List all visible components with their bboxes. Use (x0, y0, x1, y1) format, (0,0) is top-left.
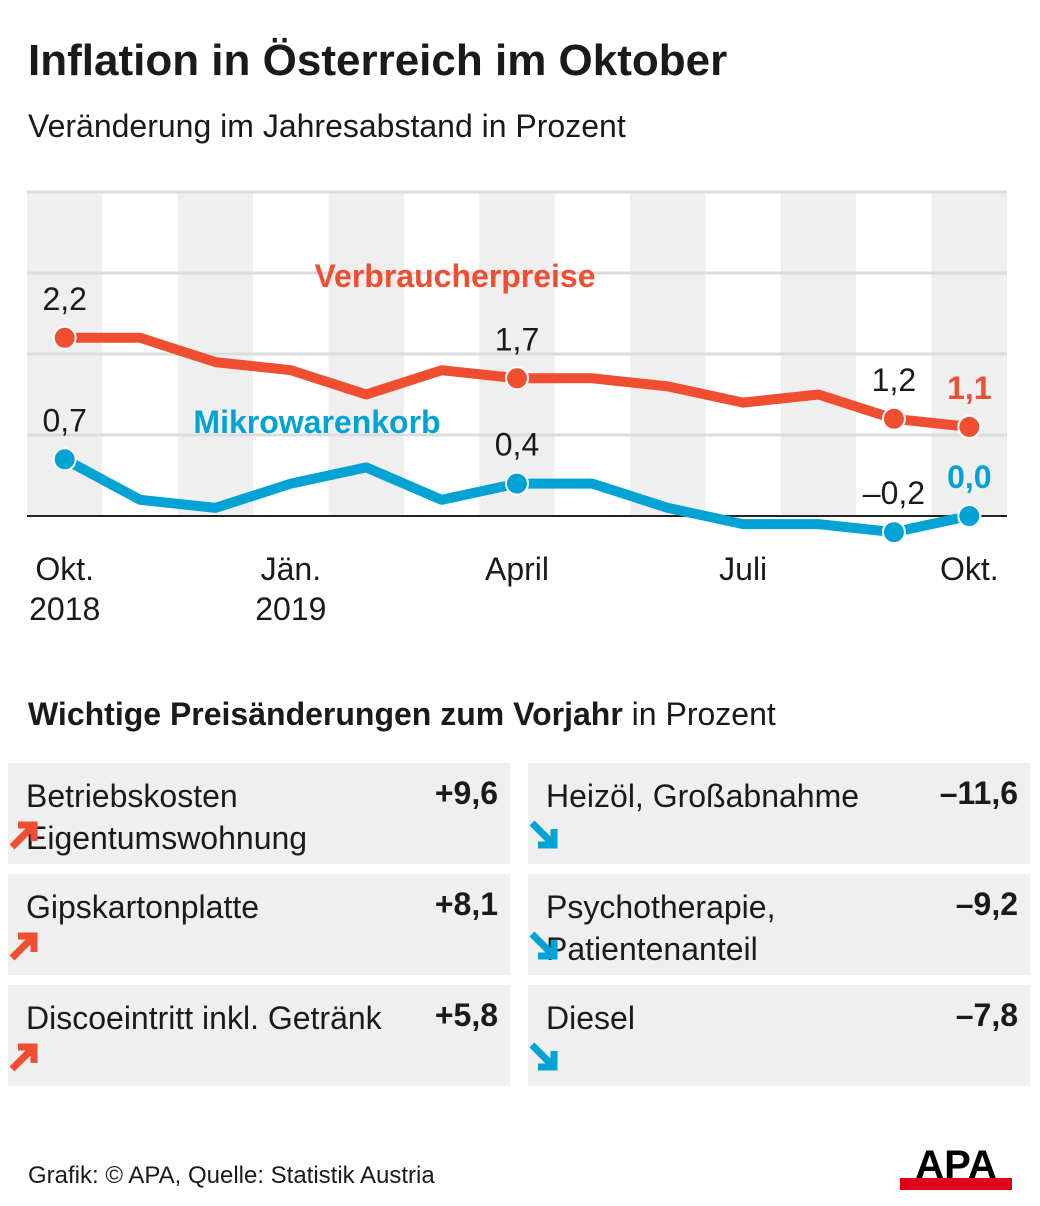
section-heading-bold: Wichtige Preisänderungen zum Vorjahr (28, 696, 623, 732)
x-tick-label: Okt. (940, 551, 999, 587)
item-label: Gipskartonplatte (26, 889, 260, 925)
legend-label: Mikrowarenkorb (193, 404, 440, 440)
price-change-item: Heizöl, Großabnahme –11,6 (528, 763, 1030, 864)
data-label: 1,2 (872, 362, 916, 398)
price-change-item: Psychotherapie, Patientenanteil –9,2 (528, 874, 1030, 975)
data-point (957, 414, 982, 439)
item-value: –9,2 (955, 886, 1018, 922)
item-label: Heizöl, Großabnahme (546, 778, 860, 814)
source-footer: Grafik: © APA, Quelle: Statistik Austria (28, 1162, 435, 1189)
arrow-down-right-icon (529, 931, 558, 960)
data-label: 1,1 (947, 370, 991, 406)
data-label: –0,2 (863, 475, 925, 511)
data-point (881, 520, 906, 545)
subtitle: Veränderung im Jahresabstand in Prozent (28, 108, 626, 144)
data-point (957, 504, 982, 528)
section-heading: Wichtige Preisänderungen zum Vorjahr in … (28, 696, 776, 733)
data-point (52, 325, 77, 350)
arrow-down-right-icon (529, 820, 558, 849)
item-label: Discoeintritt inkl. Getränk (26, 1000, 382, 1036)
legend-label: Verbraucherpreise (314, 258, 595, 294)
item-value: –7,8 (955, 997, 1018, 1033)
data-label: 1,7 (495, 321, 539, 357)
data-point (505, 471, 529, 496)
arrow-up-right-icon (9, 1043, 38, 1072)
price-change-item: Gipskartonplatte +8,1 (8, 874, 510, 975)
data-label: 0,7 (42, 402, 86, 438)
item-value: +8,1 (434, 886, 498, 922)
price-change-item: Diesel –7,8 (528, 985, 1030, 1086)
x-tick-label: 2019 (255, 591, 326, 627)
data-point (505, 366, 529, 391)
price-change-item: Discoeintritt inkl. Getränk +5,8 (8, 985, 510, 1086)
item-value: –11,6 (939, 775, 1018, 811)
arrow-down-right-icon (529, 1042, 558, 1071)
section-heading-rest: in Prozent (622, 696, 776, 732)
x-tick-label: 2018 (29, 591, 100, 627)
arrow-up-right-icon (9, 821, 38, 850)
price-change-item: Betriebskosten Eigentumswohnung +9,6 (8, 763, 510, 864)
data-label: 2,2 (42, 281, 86, 317)
x-tick-label: Jän. (261, 551, 321, 587)
line-chart: 2,2 1,7 1,2 1,1 Verbraucherpreise 0,7 0,4 –0,2 0… (27, 190, 1007, 627)
item-label: Diesel (546, 1000, 635, 1036)
arrow-up-right-icon (9, 932, 38, 961)
data-label: 0,0 (947, 459, 991, 495)
page-title: Inflation in Österreich im Oktober (28, 36, 728, 85)
x-tick-label: Juli (719, 551, 767, 587)
item-value: +9,6 (434, 775, 498, 811)
x-tick-label: April (485, 551, 549, 587)
data-point (52, 447, 77, 472)
data-label: 0,4 (495, 427, 539, 463)
item-label: Betriebskosten Eigentumswohnung (26, 778, 308, 856)
apa-logo: APA (900, 1143, 1012, 1190)
data-point (881, 406, 906, 431)
item-label: Psychotherapie, Patientenanteil (546, 889, 776, 967)
x-tick-label: Okt. (35, 551, 94, 587)
item-value: +5,8 (434, 997, 498, 1033)
